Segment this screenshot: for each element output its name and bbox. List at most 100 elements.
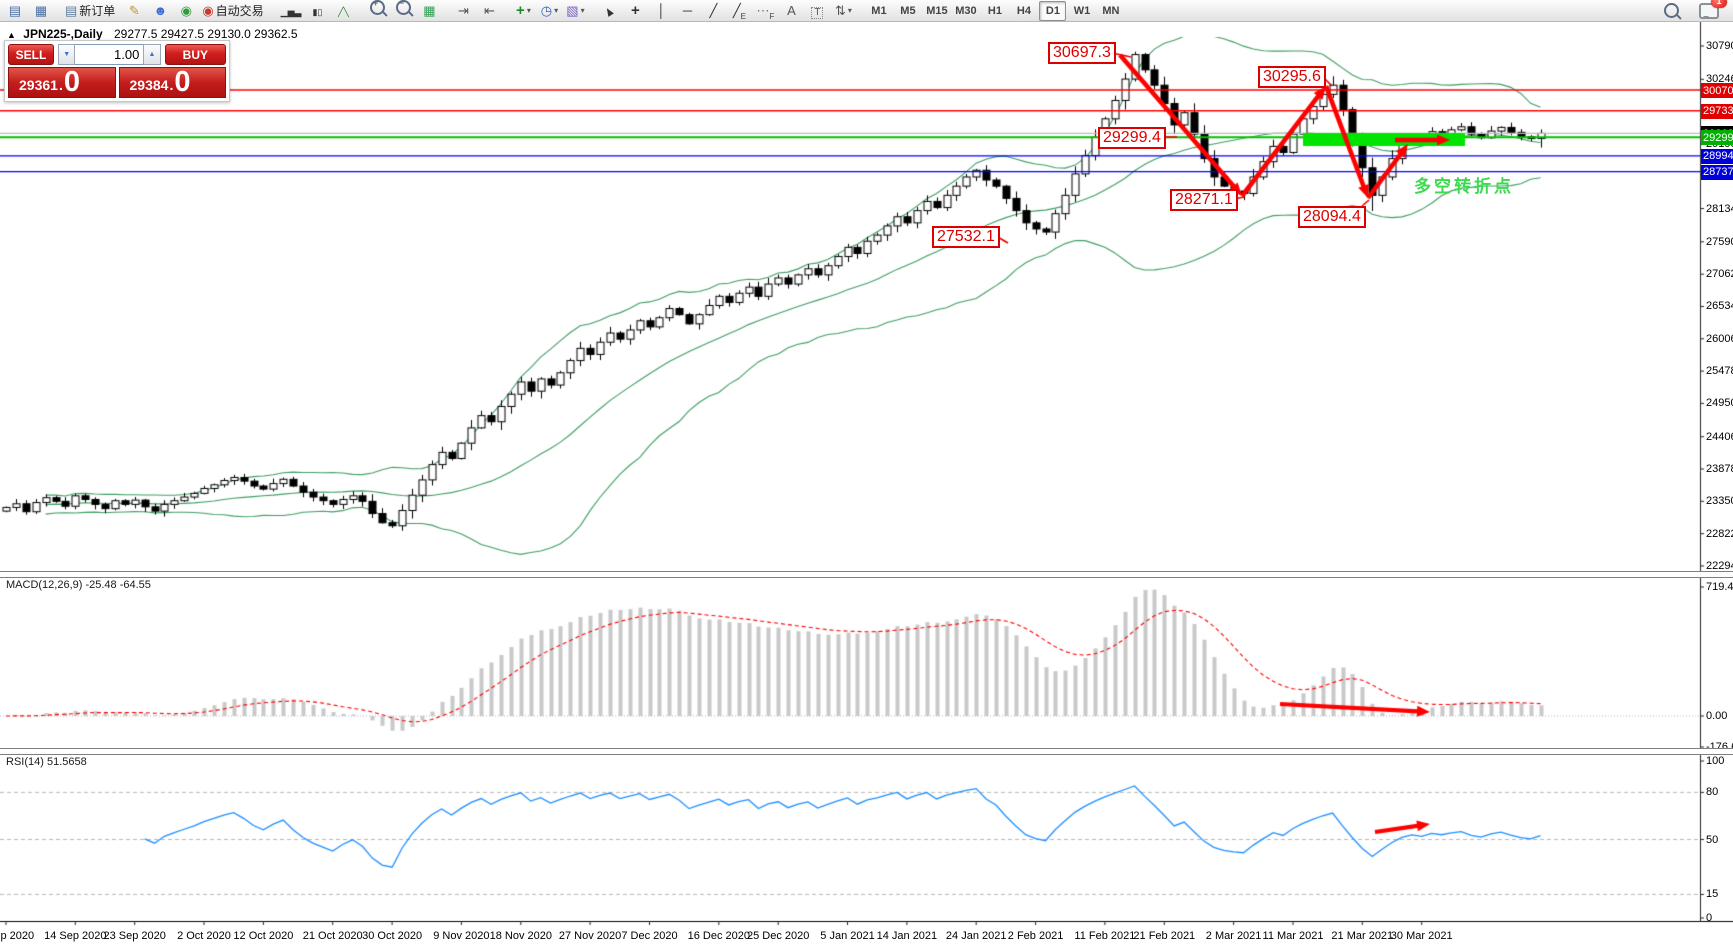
price-tick: 28134.0 [1706, 202, 1733, 215]
cursor-icon[interactable]: ▲ [600, 2, 618, 22]
price-tick: 25478.0 [1706, 365, 1733, 378]
price-tick: 30246.0 [1706, 73, 1733, 86]
chart-shift-icon[interactable]: ⇥ [457, 3, 469, 19]
crayon-icon[interactable]: ✎ [128, 3, 140, 19]
fibonacci-icon[interactable]: ⋯ F [756, 3, 775, 21]
buy-price[interactable]: 29384 . 0 [118, 66, 226, 98]
sell-button[interactable]: SELL [8, 44, 55, 65]
templates-icon[interactable]: ▧ ▾ [566, 3, 585, 19]
vertical-line-icon[interactable]: │ [657, 3, 666, 19]
dropdown-caret-icon: ▾ [526, 5, 531, 15]
panel-splitter-macd[interactable] [0, 571, 1733, 578]
date-label: 14 Sep 2020 [44, 930, 107, 942]
timeframe-D1[interactable]: D1 [1039, 0, 1067, 21]
price-tick: 22294.0 [1706, 559, 1733, 572]
tile-windows-icon[interactable]: ▦ [423, 3, 436, 19]
candlestick-chart-icon[interactable]: ▮▯ [312, 7, 323, 18]
date-label: 14 Jan 2021 [876, 930, 938, 942]
macd-tick: 0.00 [1706, 710, 1728, 722]
rsi-tick: 100 [1706, 755, 1725, 767]
price-badge: 29733.2 [1701, 103, 1733, 119]
zoom-in-icon: + [369, 0, 385, 16]
arrows-icon[interactable]: ⇅ ▾ [834, 3, 852, 19]
line-chart-icon[interactable]: ╱╲ [338, 7, 349, 18]
ohlc-values: 29277.5 29427.5 29130.0 29362.5 [114, 27, 298, 41]
timeframe-H4[interactable]: H4 [1016, 4, 1031, 17]
annotation-box[interactable]: 30295.6 [1258, 66, 1326, 88]
annotation-box[interactable]: 28271.1 [1170, 189, 1238, 211]
price-badge: 30070.6 [1701, 83, 1733, 99]
toolbar-buttons: ▤ ▦ ▤ 新订单 ✎ ☻ ◉ ◉ 自动交易 ▁▅▃ ▮▯ ╱╲ + − ▦ ⇥ ⇤ + ▾ ◷ ▾ ▧ ▾ ▲ + │ ─ ╱ ╱ E ⋯… [2, 0, 864, 24]
macd-label: MACD(12,26,9) -25.48 -64.55 [6, 579, 151, 591]
collapse-icon[interactable]: ▲ [7, 30, 16, 40]
date-label: 23 Sep 2020 [103, 930, 166, 942]
dropdown-caret-icon: ▾ [580, 5, 585, 15]
volume-increase-button[interactable]: ▲ [143, 44, 161, 65]
crosshair-icon[interactable]: + [631, 2, 640, 20]
text-icon[interactable]: A [787, 3, 796, 19]
toolbar-right: 1 [1658, 0, 1727, 21]
search-button[interactable] [1659, 0, 1683, 22]
timeframe-MN[interactable]: MN [1102, 4, 1120, 17]
timeframe-H1[interactable]: H1 [987, 4, 1002, 17]
volume-input[interactable] [75, 44, 144, 65]
periods-icon[interactable]: ◷ ▾ [540, 3, 559, 19]
timeframe-W1[interactable]: W1 [1073, 4, 1091, 17]
timeframe-M5[interactable]: M5 [900, 4, 916, 17]
annotation-box[interactable]: 27532.1 [932, 226, 1000, 248]
date-label: 27 Nov 2020 [558, 930, 622, 942]
buy-button[interactable]: BUY [164, 44, 226, 65]
indicators-icon[interactable]: + ▾ [516, 2, 531, 20]
chart-canvas[interactable] [0, 22, 1733, 944]
annotation-box[interactable]: 30697.3 [1048, 42, 1116, 64]
rsi-tick: 80 [1706, 786, 1719, 799]
annotation-box[interactable]: 29299.4 [1098, 127, 1166, 149]
panel-splitter-rsi[interactable] [0, 748, 1733, 755]
symbol-name: JPN225-,Daily [23, 27, 103, 41]
trendline-icon[interactable]: ╱ [709, 3, 718, 19]
buy-price-point: . [169, 77, 174, 93]
new-order-label: 新订单 [79, 3, 116, 18]
new-chart-icon[interactable]: ▤ [8, 3, 22, 19]
auto-scroll-icon[interactable]: ⇤ [483, 3, 495, 19]
bar-chart-icon[interactable]: ▁▅▃ [280, 7, 302, 18]
price-tick: 23350.0 [1706, 495, 1733, 508]
label-icon[interactable]: T [805, 2, 829, 24]
dropdown-caret-icon: ▾ [554, 5, 559, 15]
date-label: 25 Dec 2020 [746, 930, 810, 942]
volume-decrease-button[interactable]: ▼ [58, 44, 76, 65]
sell-price-pips: 0 [63, 66, 80, 98]
buy-price-pips: 0 [174, 66, 191, 98]
date-label: 2 Mar 2021 [1205, 930, 1262, 942]
timeframe-M15[interactable]: M15 [926, 4, 948, 17]
timeframe-M30[interactable]: M30 [955, 4, 977, 17]
profiles-icon[interactable]: ▦ [34, 3, 48, 19]
sell-price-main: 29361 [19, 77, 58, 93]
date-label: 24 Jan 2021 [945, 930, 1007, 942]
sell-price[interactable]: 29361 . 0 [8, 67, 116, 98]
price-badge: 28994.2 [1701, 148, 1733, 164]
buy-price-main: 29384 [129, 77, 169, 93]
signals-icon[interactable]: ◉ [180, 3, 192, 19]
timeframe-M1[interactable]: M1 [871, 4, 887, 17]
date-label: 21 Oct 2020 [302, 930, 363, 942]
price-badge: 28737.1 [1701, 164, 1733, 180]
zoom-out-icon[interactable]: − [391, 0, 415, 19]
rsi-label: RSI(14) 51.5658 [6, 756, 87, 768]
notifications-button[interactable]: 1 [1697, 0, 1727, 22]
date-label: 5 Jan 2021 [820, 930, 875, 942]
zoom-in-icon[interactable]: + [365, 0, 389, 19]
horizontal-line-icon[interactable]: ─ [682, 3, 693, 19]
timeframe-group: M1 M5 M15 M30 H1 H4 D1 W1 MN [864, 0, 1125, 21]
annotation-box[interactable]: 28094.4 [1298, 206, 1366, 228]
autotrading-icon[interactable]: ◉ 自动交易 [202, 3, 264, 19]
chart-note-text[interactable]: 多空转折点 [1414, 177, 1514, 196]
one-click-trading-panel: SELL ▼ ▲ BUY 29361 . 0 29384 . 0 [4, 40, 230, 102]
date-label: 21 Feb 2021 [1133, 930, 1196, 942]
rsi-tick: 0 [1706, 912, 1713, 924]
new-order-icon[interactable]: ▤ 新订单 [65, 3, 116, 19]
community-icon[interactable]: ☻ [153, 3, 168, 19]
date-label: 4 Sep 2020 [0, 930, 35, 942]
channel-icon[interactable]: ╱ E [732, 3, 747, 21]
